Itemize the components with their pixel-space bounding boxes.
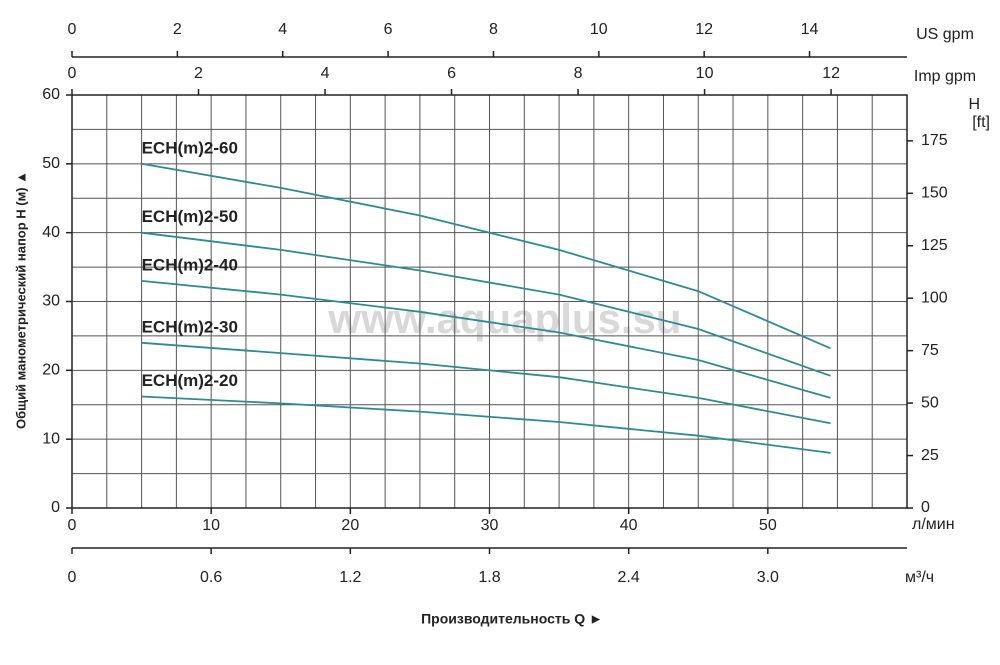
extra-axis-title: US gpm [916,26,974,43]
x-tick-label: 10 [202,517,220,534]
x-axis-title: Производительность Q ► [421,611,603,627]
extra-x-tick-label: 10 [590,21,608,38]
extra-x-tick-label: 4 [278,21,287,38]
extra-x-tick-label: 4 [321,65,330,82]
curve [141,280,831,399]
extra-x-tick-label: 6 [384,21,393,38]
y2-tick-label: 100 [921,289,948,306]
y-tick-label: 10 [42,430,60,447]
extra-x-tick-label: 8 [489,21,498,38]
y2-tick-label: 50 [921,394,939,411]
x-tick-label: 50 [759,517,777,534]
curve [141,231,831,377]
series-label: ECH(m)2-50 [142,207,238,226]
curve [141,341,831,425]
extra-x-tick-label: 12 [822,65,840,82]
x-tick-label: 30 [481,517,499,534]
x-unit: л/мин [912,516,955,533]
curve [141,162,831,350]
curve [141,395,831,454]
y2-tick-label: 25 [921,447,939,464]
extra-x-tick-label: 6 [447,65,456,82]
extra-x-tick-label: 0.6 [200,569,222,586]
extra-x-tick-label: 1.2 [339,569,361,586]
x-tick-label: 20 [341,517,359,534]
extra-x-tick-label: 1.8 [478,569,500,586]
y-tick-label: 40 [42,224,60,241]
series-label: ECH(m)2-20 [142,371,238,390]
watermark: www.aquaplus.su [327,295,681,342]
x-tick-label: 40 [620,517,638,534]
y2-tick-label: 75 [921,342,939,359]
extra-axis-title: м³/ч [905,569,934,586]
y2-tick-label: 150 [921,185,948,202]
extra-x-tick-label: 2 [194,65,203,82]
series-label: ECH(m)2-60 [142,138,238,157]
extra-x-tick-label: 14 [801,21,819,38]
y2-tick-label: 0 [921,499,930,516]
y-tick-label: 0 [51,499,60,516]
extra-x-tick-label: 0 [68,569,77,586]
x-tick-label: 0 [68,517,77,534]
extra-x-tick-label: 10 [696,65,714,82]
y2-tick-label: 125 [921,237,948,254]
series-label: ECH(m)2-40 [142,255,238,274]
y2-tick-label: 175 [921,132,948,149]
extra-x-tick-label: 3.0 [757,569,779,586]
extra-x-tick-label: 2.4 [618,569,640,586]
extra-axis-title: Imp gpm [914,68,976,85]
extra-x-tick-label: 0 [68,65,77,82]
extra-x-tick-label: 8 [574,65,583,82]
y-axis-title: Общий манометрический напор H (м) ▲ [13,171,28,429]
y-tick-label: 50 [42,155,60,172]
extra-x-tick-label: 12 [695,21,713,38]
y-tick-label: 30 [42,293,60,310]
y2-title: H [968,96,980,113]
y-tick-label: 20 [42,362,60,379]
series-label: ECH(m)2-30 [142,317,238,336]
y-tick-label: 60 [42,86,60,103]
extra-x-tick-label: 2 [173,21,182,38]
extra-x-tick-label: 0 [68,21,77,38]
y2-title: [ft] [972,114,990,131]
